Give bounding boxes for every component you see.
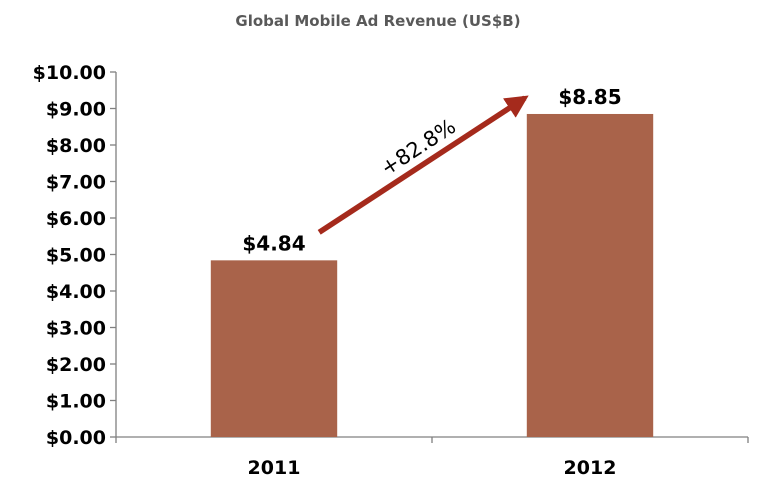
data-label: $8.85	[558, 85, 621, 109]
x-tick-label: 2012	[564, 457, 617, 479]
bars	[210, 113, 654, 437]
y-tick-label: $6.00	[46, 208, 106, 230]
y-tick-label: $5.00	[46, 245, 106, 267]
x-tick-label: 2011	[248, 457, 301, 479]
growth-annotation: +82.8%	[317, 95, 529, 235]
chart-title: Global Mobile Ad Revenue (US$B)	[235, 12, 520, 30]
y-tick-label: $2.00	[46, 354, 106, 376]
y-tick-label: $0.00	[46, 427, 106, 449]
data-label: $4.84	[242, 231, 305, 255]
y-tick-label: $3.00	[46, 318, 106, 340]
y-tick-label: $8.00	[46, 135, 106, 157]
x-tick-labels: 2011 2012	[248, 457, 617, 479]
y-tick-label: $7.00	[46, 172, 106, 194]
growth-arrow	[317, 95, 529, 235]
y-tick-label: $1.00	[46, 391, 106, 413]
y-tick-label: $4.00	[46, 281, 106, 303]
y-tick-label: $9.00	[46, 99, 106, 121]
y-tick-label: $10.00	[33, 62, 106, 84]
bar-2012	[526, 113, 654, 437]
y-tick-labels: $0.00 $1.00 $2.00 $3.00 $4.00 $5.00 $6.00 $7.00…	[33, 62, 106, 449]
bar-2011	[210, 260, 338, 437]
data-labels: $4.84 $8.85	[242, 85, 621, 255]
